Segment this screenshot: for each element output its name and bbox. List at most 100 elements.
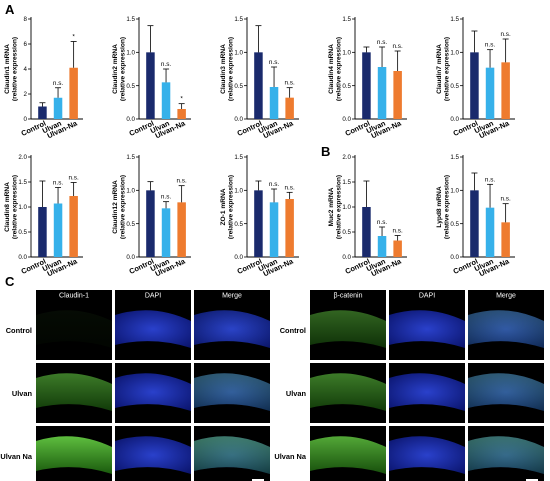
bar-ulvan_na (177, 109, 186, 119)
chart-2: 0.0 0.5 1.0 1.5 Claudin3 mRNA(relative expre… (220, 16, 299, 140)
y-axis-label: Claudin1 mRNA(relative expression) (4, 37, 19, 101)
y-tick-label: 1.5 (342, 16, 351, 23)
bar-ulvan (269, 87, 279, 119)
y-axis-label-line: Claudin3 mRNA (220, 44, 227, 94)
chart-1: 0.0 0.5 1.0 1.5 Claudin2 mRNA(relative expre… (112, 16, 191, 140)
y-tick-label: 2 (24, 91, 28, 98)
panel-letter-b: B (321, 144, 330, 159)
y-tick-label: 1.0 (450, 188, 459, 195)
y-axis-label-line: (relative expression) (12, 175, 19, 239)
significance-label: n.s. (500, 196, 511, 203)
y-tick-label: 4 (24, 66, 28, 73)
y-tick-label: 0.0 (126, 254, 135, 261)
row-label: Ulvan (12, 389, 33, 398)
micrograph-image (468, 300, 544, 360)
micrograph-image (468, 426, 544, 481)
significance-label: * (72, 34, 75, 41)
significance-label: n.s. (53, 180, 64, 187)
chart-0: 0 2 4 6 8 Claudin1 mRNA(relative expression)C… (4, 16, 83, 140)
micrograph-group-right: β-catenin DAPI Merge Control Ulvan Ulvan Na (274, 290, 544, 481)
micrograph-image (115, 300, 191, 360)
micrograph-group-left: Claudin-1 DAPI Merge Control Ulvan Ulvan Na (0, 290, 270, 481)
y-axis-label: Claudin7 mRNA(relative expression) (436, 37, 451, 101)
y-tick-label: 1.0 (126, 50, 135, 57)
y-tick-label: 1.0 (18, 204, 27, 211)
bar-control (362, 207, 371, 257)
bar-ulvan_na (69, 67, 78, 119)
y-tick-label: 1.5 (126, 154, 135, 161)
significance-label: n.s. (269, 181, 280, 188)
y-tick-label: 0.5 (234, 83, 243, 90)
y-tick-label: 1.0 (342, 204, 351, 211)
bar-ulvan_na (501, 62, 510, 119)
y-axis-label-line: (relative expression) (12, 37, 19, 101)
y-tick-label: 1.5 (450, 154, 459, 161)
bar-control (470, 190, 479, 257)
micrograph-image (389, 426, 465, 481)
y-tick-label: 0.0 (234, 254, 243, 261)
y-axis-label: Claudin12 mRNA(relative expression) (112, 175, 127, 239)
y-axis-label: Claudin3 mRNA(relative expression) (220, 37, 235, 101)
column-header-bg (36, 290, 112, 300)
bar-ulvan (53, 97, 63, 119)
significance-label: n.s. (176, 178, 187, 185)
micrograph-image (194, 300, 270, 360)
y-tick-label: 1.5 (18, 179, 27, 186)
y-axis-label: Lypd8 mRNA(relative expression) (436, 175, 451, 239)
y-tick-label: 0.0 (450, 254, 459, 261)
column-header-bg (310, 290, 386, 300)
significance-label: * (180, 96, 183, 103)
y-tick-label: 0.5 (126, 83, 135, 90)
y-axis-label-line: (relative expression) (120, 175, 127, 239)
bar-control (38, 106, 47, 119)
y-tick-label: 0.0 (234, 116, 243, 123)
panel-letter-c: C (5, 274, 15, 289)
bar-ulvan (269, 202, 279, 257)
y-tick-label: 0.0 (126, 116, 135, 123)
bar-control (470, 52, 479, 120)
y-tick-label: 0.5 (450, 221, 459, 228)
row-label: Ulvan (286, 389, 307, 398)
column-header: DAPI (419, 292, 435, 299)
column-header: DAPI (145, 292, 161, 299)
micrograph-image (36, 426, 112, 481)
bar-ulvan (161, 82, 171, 119)
micrograph-image (115, 363, 191, 423)
y-axis-label: Claudin8 mRNA(relative expression) (4, 175, 19, 239)
y-tick-label: 0.0 (342, 254, 351, 261)
significance-label: n.s. (68, 175, 79, 182)
significance-label: n.s. (284, 80, 295, 87)
significance-label: n.s. (284, 184, 295, 191)
panel-letter-a: A (5, 2, 15, 17)
y-axis-label-line: Claudin7 mRNA (436, 44, 443, 94)
significance-label: n.s. (377, 39, 388, 46)
significance-label: n.s. (161, 61, 172, 68)
chart-7: 0.0 0.5 1.0 1.5 ZO-1 mRNA(relative expressio… (220, 154, 299, 278)
y-tick-label: 1.5 (234, 16, 243, 23)
y-axis-label-line: (relative expression) (444, 175, 451, 239)
y-axis-label-line: (relative expression) (444, 37, 451, 101)
significance-label: n.s. (392, 228, 403, 235)
y-axis-label-line: (relative expression) (120, 37, 127, 101)
bar-ulvan (161, 208, 171, 257)
y-axis-label-line: Claudin2 mRNA (112, 44, 119, 94)
y-tick-label: 0.5 (234, 221, 243, 228)
y-tick-label: 6 (24, 41, 28, 48)
y-tick-label: 1.0 (126, 188, 135, 195)
y-tick-label: 0.5 (342, 229, 351, 236)
column-header: Merge (496, 292, 516, 299)
significance-label: n.s. (377, 219, 388, 226)
y-axis-label: Muc2 mRNA(relative expression) (328, 175, 343, 239)
bar-ulvan_na (285, 199, 294, 257)
micrograph-image (310, 300, 386, 360)
y-axis-label-line: (relative expression) (336, 37, 343, 101)
bar-ulvan_na (501, 222, 510, 257)
bar-ulvan_na (285, 97, 294, 119)
y-axis-label-line: Muc2 mRNA (328, 187, 335, 226)
bar-ulvan (485, 207, 495, 257)
micrograph-image (468, 363, 544, 423)
scale-bar (526, 479, 538, 481)
y-tick-label: 0.5 (342, 83, 351, 90)
bar-control (38, 207, 47, 257)
